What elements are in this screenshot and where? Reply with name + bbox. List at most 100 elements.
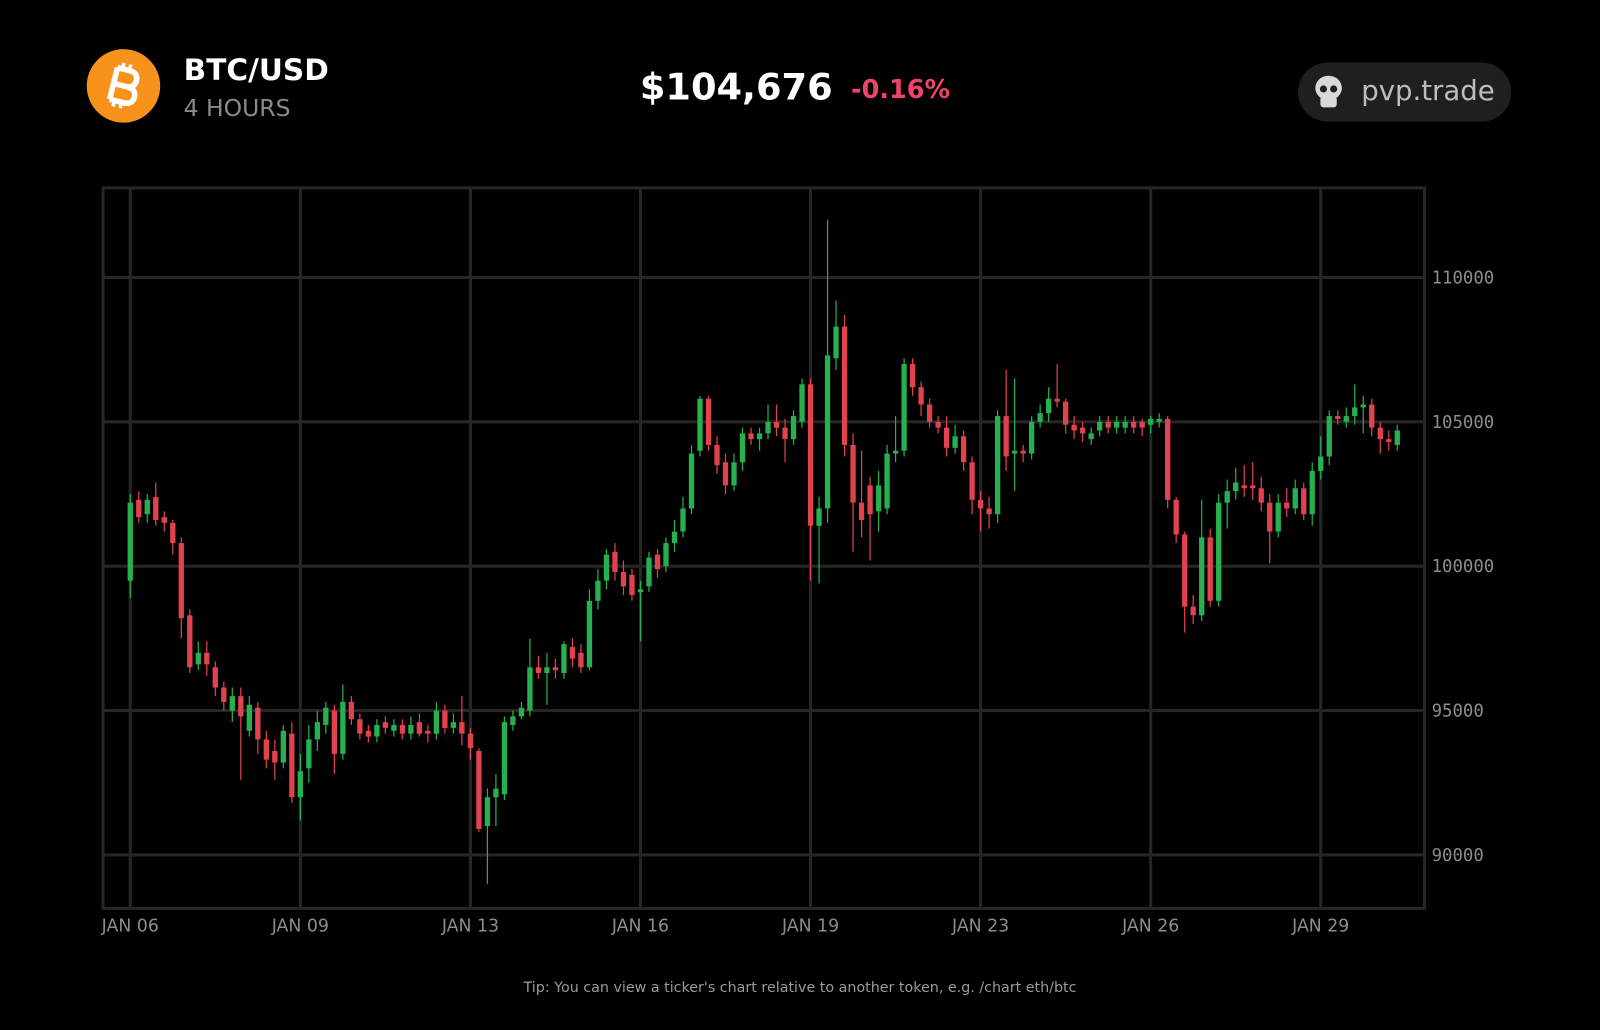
brand: pvp.trade [1361, 75, 1494, 107]
candle-body [1343, 416, 1349, 422]
candle-body [1045, 398, 1052, 414]
candle-body [1105, 421, 1111, 428]
candle-body [1326, 416, 1332, 457]
candle-body [714, 444, 720, 466]
price: $104,676 [640, 65, 833, 108]
candle-body [170, 522, 176, 544]
candle-body [255, 707, 261, 740]
candle-body [1020, 450, 1026, 454]
candle-body [765, 421, 771, 434]
candle-body [960, 436, 967, 463]
candle-body [493, 788, 499, 798]
candle-body [552, 667, 559, 671]
candle-body [246, 704, 252, 731]
candle-body [289, 733, 295, 798]
candle-body [399, 725, 406, 734]
x-tick-label: JAN 16 [611, 917, 669, 937]
candle-body [1258, 488, 1264, 503]
candle-body [348, 701, 355, 720]
candle-body [603, 554, 610, 581]
candle-body [935, 421, 941, 428]
candle-body [1114, 421, 1120, 428]
candle-body [663, 543, 669, 567]
logo [86, 49, 161, 123]
candle-body [799, 384, 805, 422]
candle-body [314, 722, 320, 740]
candle-body [671, 531, 678, 544]
candle-body [306, 739, 312, 769]
candle-body [1003, 416, 1009, 457]
y-tick-label: 105000 [1432, 413, 1495, 433]
candle-body [1088, 433, 1094, 440]
candle-body [357, 719, 363, 734]
candle-body [969, 462, 975, 500]
candle-body [773, 421, 780, 428]
bitcoin-glyph [106, 62, 140, 109]
candle-body [705, 398, 712, 445]
candle-body [977, 499, 984, 509]
candle-body [629, 574, 635, 596]
candle-body [535, 667, 542, 674]
candle-body [272, 751, 278, 763]
candle-body [926, 404, 933, 422]
candle-body [442, 710, 448, 728]
x-tick-label: JAN 19 [781, 917, 839, 937]
candle-body [1122, 421, 1128, 428]
candle-body [127, 502, 133, 581]
candle-body [1369, 404, 1375, 428]
candle-body [1241, 485, 1247, 489]
candle-body [1190, 606, 1196, 616]
candle-body [1309, 470, 1315, 515]
candle-body [501, 722, 508, 795]
candle-body [1394, 430, 1400, 445]
candle-body [994, 416, 1001, 515]
candle-body [620, 571, 627, 587]
candle-body [850, 444, 856, 503]
candle-body [187, 615, 193, 668]
candle-body [1207, 537, 1213, 601]
candle-body [1028, 421, 1035, 454]
candle-body [782, 427, 788, 440]
candle-body [263, 739, 269, 760]
y-tick-label: 95000 [1432, 702, 1484, 722]
x-tick-label: JAN 26 [1121, 917, 1179, 937]
skull-icon [1315, 75, 1342, 108]
candle-body [1275, 502, 1281, 532]
candle-body [527, 667, 533, 711]
candle-body [1377, 427, 1383, 440]
candle-body [1284, 502, 1290, 509]
candle-body [467, 733, 474, 749]
candle-body [858, 502, 865, 521]
interval: 4 HOURS [184, 94, 291, 122]
candle-body [484, 797, 491, 827]
candle-body [612, 551, 618, 572]
tip: Tip: You can view a ticker's chart relat… [523, 980, 1077, 996]
candle-body [195, 652, 201, 665]
x-tick-label: JAN 13 [441, 917, 499, 937]
candle-body [1071, 424, 1077, 431]
x-tick-label: JAN 06 [101, 917, 159, 937]
candle-body [884, 453, 890, 509]
plot-frame [101, 186, 1427, 910]
candle-body [841, 326, 848, 445]
candle-body [833, 326, 839, 359]
candle-body [943, 427, 950, 448]
candle-body [1037, 413, 1043, 422]
candle-body [1165, 418, 1171, 500]
candle-body [637, 589, 644, 593]
y-tick-label: 110000 [1432, 268, 1495, 288]
change: -0.16% [851, 75, 950, 105]
candle-body [433, 710, 440, 734]
candle-body [204, 652, 210, 665]
candle-body [986, 508, 992, 515]
y-tick-label: 100000 [1432, 557, 1495, 577]
candle-body [824, 355, 831, 509]
candle-body [1062, 401, 1069, 425]
candle-body [816, 508, 822, 526]
candle-body [1250, 485, 1256, 489]
candle-body [1318, 456, 1324, 471]
candle-body [297, 771, 303, 798]
candle-body [646, 557, 652, 587]
